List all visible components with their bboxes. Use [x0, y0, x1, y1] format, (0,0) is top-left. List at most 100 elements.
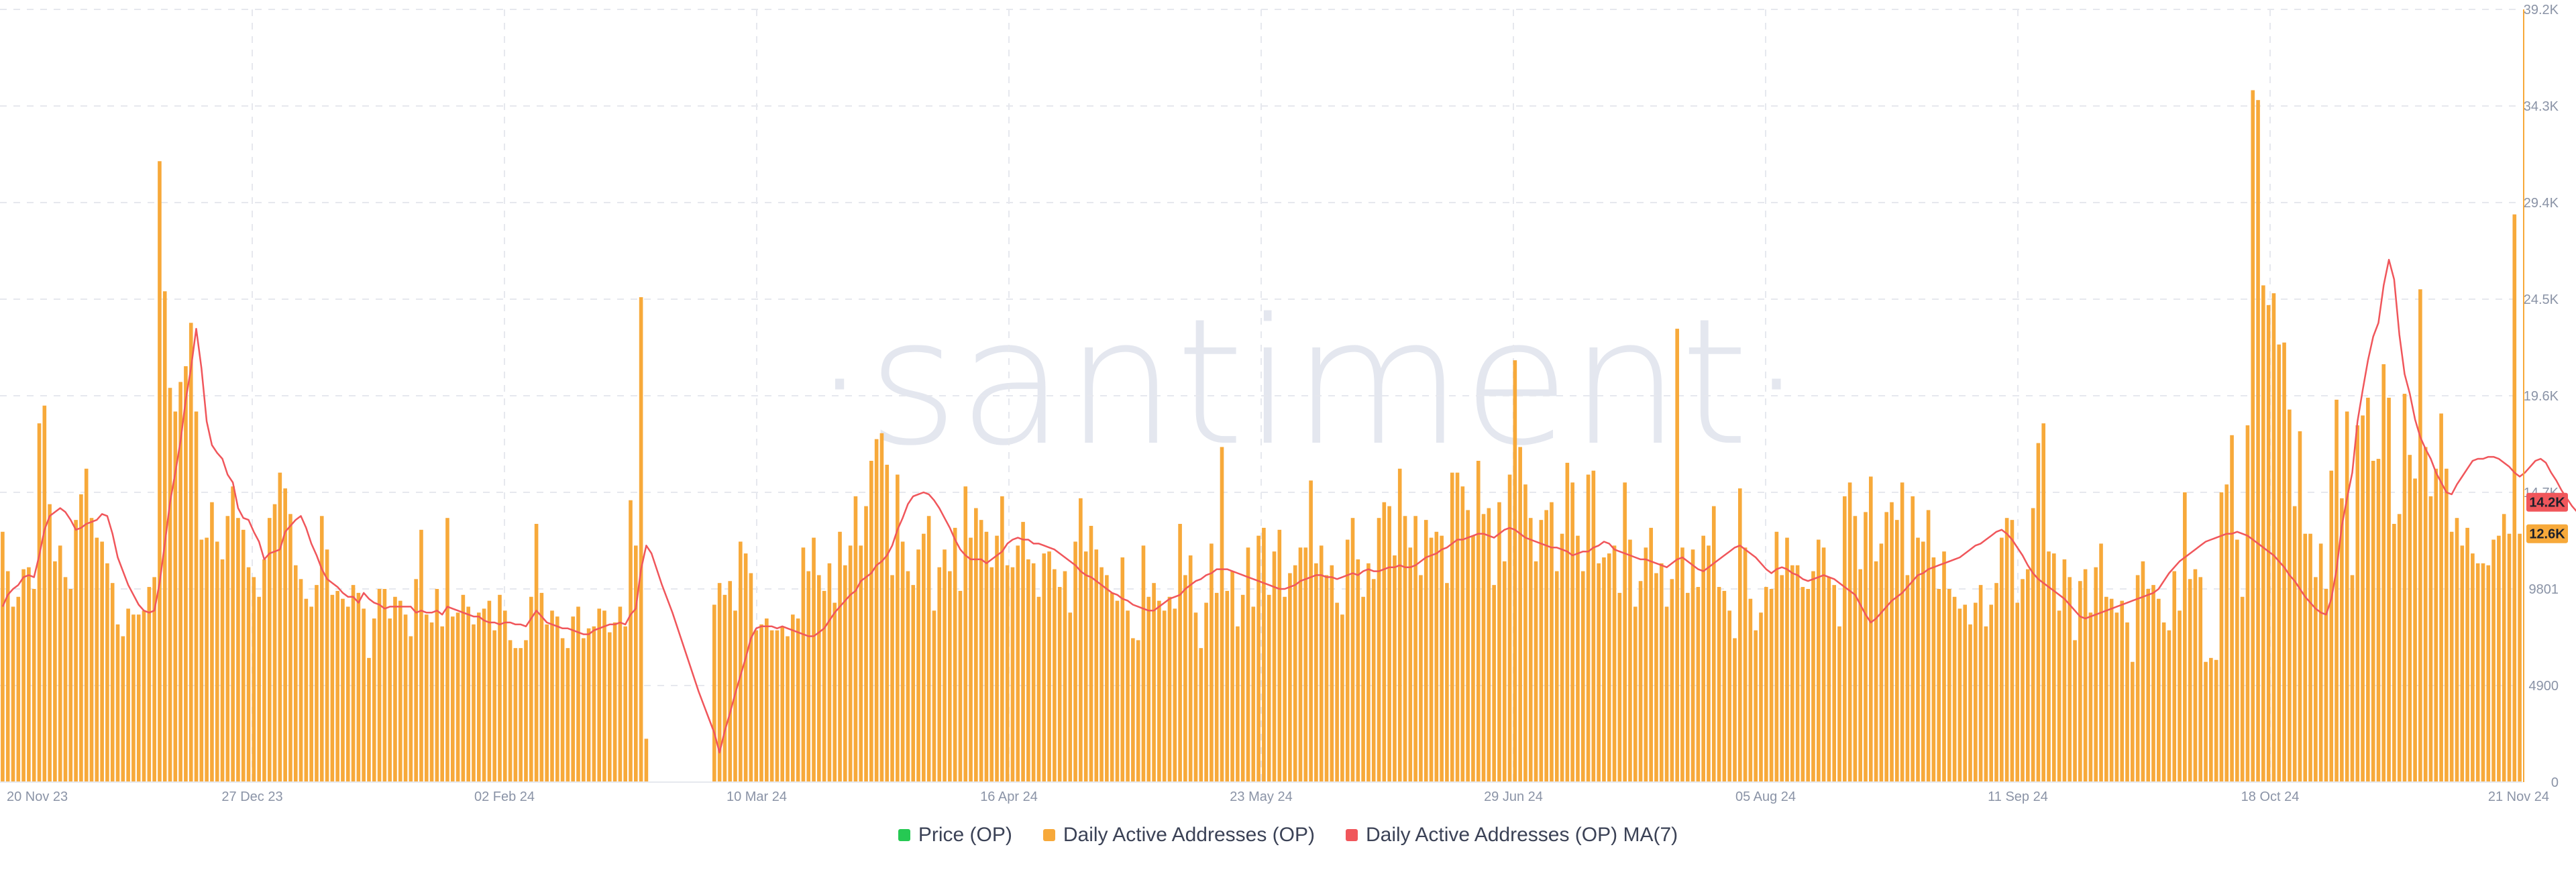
- bar: [1267, 594, 1271, 782]
- bar: [1335, 602, 1339, 782]
- bar: [1989, 604, 1994, 782]
- bar: [769, 630, 774, 782]
- bar: [974, 508, 978, 782]
- bar: [53, 561, 57, 782]
- bar: [623, 626, 628, 782]
- bar: [2198, 577, 2203, 782]
- bar: [1759, 612, 1763, 782]
- bar: [1711, 506, 1716, 782]
- bar: [309, 606, 313, 782]
- bar: [754, 630, 759, 782]
- bar: [472, 624, 476, 782]
- bar: [126, 608, 130, 782]
- bar: [644, 739, 649, 782]
- bar: [63, 577, 68, 782]
- bar: [487, 600, 492, 782]
- bar: [429, 622, 434, 782]
- bar: [2230, 435, 2234, 782]
- bar: [2318, 543, 2323, 782]
- bar: [1136, 640, 1140, 782]
- bar: [2114, 612, 2119, 782]
- bar: [158, 161, 162, 783]
- bar: [492, 630, 496, 782]
- chart-legend: Price (OP) Daily Active Addresses (OP) D…: [0, 824, 2576, 847]
- bar: [1083, 551, 1088, 782]
- bar: [2251, 90, 2255, 783]
- bar: [2497, 535, 2501, 782]
- y-tick-label: 29.4K: [2524, 196, 2559, 211]
- bar: [1597, 563, 1601, 782]
- bar: [2334, 399, 2339, 782]
- bar: [1371, 579, 1376, 782]
- bar: [508, 640, 513, 782]
- bar: [1733, 638, 1737, 782]
- bar: [236, 518, 240, 782]
- bar: [1827, 577, 1831, 782]
- bar: [2455, 518, 2459, 782]
- bar: [1523, 484, 1527, 782]
- legend-label-ma7: Daily Active Addresses (OP) MA(7): [1366, 824, 1678, 846]
- bar: [1178, 524, 1182, 782]
- bar: [267, 518, 272, 782]
- y-tick-label: 34.3K: [2524, 99, 2559, 114]
- bar: [1387, 506, 1391, 782]
- x-tick-label: 21 Nov 24: [2488, 789, 2549, 804]
- bar: [833, 602, 837, 782]
- bar: [1460, 486, 1465, 782]
- bar: [534, 524, 539, 782]
- bar: [1926, 510, 1931, 782]
- bar: [162, 291, 167, 783]
- bar: [1942, 551, 1946, 782]
- bar: [2277, 344, 2282, 782]
- bar: [812, 537, 816, 782]
- bar: [105, 563, 109, 782]
- bar: [1576, 535, 1580, 782]
- bar: [1623, 482, 1627, 782]
- bar: [2135, 575, 2140, 782]
- legend-swatch-daily-active-addresses: [1042, 829, 1055, 841]
- bar: [2167, 630, 2171, 782]
- bar: [1754, 630, 1758, 782]
- bar: [1419, 575, 1423, 782]
- bar: [2261, 285, 2265, 782]
- line-ma7: [1, 258, 2576, 754]
- bar: [2235, 539, 2239, 782]
- bar: [2366, 397, 2370, 782]
- bar: [1717, 587, 1721, 782]
- bar: [555, 616, 559, 782]
- bar: [1769, 589, 1774, 782]
- bar: [1806, 589, 1810, 782]
- bar: [1565, 462, 1570, 782]
- bar: [969, 537, 973, 782]
- bar: [2193, 569, 2198, 782]
- bar: [2183, 492, 2187, 782]
- last-value-badge: [2526, 492, 2568, 512]
- bar: [1146, 596, 1151, 782]
- bar: [372, 618, 376, 782]
- bar: [1664, 606, 1669, 782]
- bar: [2036, 443, 2041, 782]
- bar: [246, 567, 251, 782]
- bar: [2371, 460, 2375, 782]
- legend-item-daily-active-addresses[interactable]: Daily Active Addresses (OP): [1042, 824, 1315, 847]
- bar: [225, 516, 230, 782]
- bar: [2078, 581, 2082, 782]
- bar: [445, 518, 449, 782]
- bar: [1293, 565, 1297, 782]
- bar: [1837, 626, 1841, 782]
- bar: [1057, 587, 1062, 782]
- bar: [874, 439, 879, 782]
- bar: [283, 488, 287, 782]
- bar: [1481, 514, 1486, 782]
- bar: [2460, 545, 2465, 782]
- bar: [1126, 610, 1130, 782]
- bar: [2423, 447, 2428, 782]
- bar: [1507, 474, 1512, 782]
- bar: [1638, 581, 1643, 782]
- bar: [1539, 520, 1544, 782]
- bar: [2303, 533, 2308, 782]
- legend-item-price[interactable]: Price (OP): [898, 824, 1012, 847]
- bar: [2350, 575, 2355, 782]
- bar: [989, 567, 994, 782]
- legend-item-ma7[interactable]: Daily Active Addresses (OP) MA(7): [1346, 824, 1678, 847]
